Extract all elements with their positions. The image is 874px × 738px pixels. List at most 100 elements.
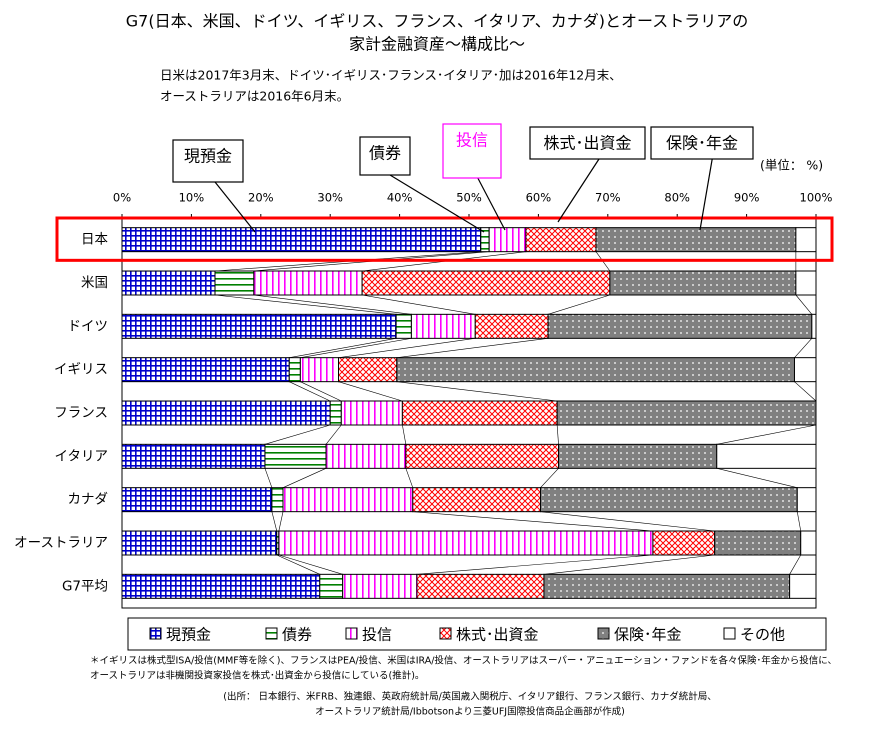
bar-segment bbox=[800, 530, 817, 556]
x-tick-label: 90% bbox=[734, 191, 760, 205]
bar-segment bbox=[595, 227, 797, 253]
bar-segment bbox=[342, 573, 418, 599]
legend-label: 債券 bbox=[282, 626, 312, 644]
bar-segment bbox=[121, 357, 290, 383]
source: オーストラリア統計局/Ibbotsonより三菱UFJ国際投信商品企画部が作成) bbox=[315, 706, 625, 718]
x-tick-label: 60% bbox=[526, 191, 552, 205]
bar-segment bbox=[795, 270, 817, 296]
x-tick-label: 50% bbox=[456, 191, 482, 205]
footnote: ＊イギリスは株式型ISA/投信(MMF等を除く)、フランスはPEA/投信、米国は… bbox=[90, 655, 837, 667]
callout-label: 保険･年金 bbox=[666, 134, 738, 153]
highlight-box bbox=[55, 216, 834, 262]
connector bbox=[362, 294, 476, 315]
subtitle: 日米は2017年3月末、ドイツ･イギリス･フランス･イタリア･加は2016年12… bbox=[160, 68, 622, 83]
chart-title: G7(日本、米国、ドイツ、イギリス、フランス、イタリア、カナダ)とオーストラリア… bbox=[126, 12, 748, 31]
legend-swatch bbox=[439, 627, 452, 640]
unit-label: (単位： %) bbox=[760, 158, 823, 173]
connector bbox=[278, 511, 284, 532]
connector bbox=[276, 554, 320, 575]
y-tick-label: 米国 bbox=[81, 275, 108, 291]
y-tick-label: イタリア bbox=[55, 448, 108, 464]
bar-segment bbox=[412, 487, 541, 513]
connector bbox=[338, 338, 476, 358]
bar-segment bbox=[543, 573, 791, 599]
x-tick-label: 0% bbox=[113, 191, 131, 205]
connector bbox=[282, 468, 327, 488]
bar-segment bbox=[325, 443, 407, 469]
bar-segment bbox=[338, 357, 398, 383]
connector bbox=[540, 468, 559, 488]
connector bbox=[289, 381, 331, 402]
x-tick-label: 80% bbox=[664, 191, 690, 205]
bar-segment bbox=[401, 400, 558, 426]
connector bbox=[396, 338, 549, 358]
bar-segment bbox=[299, 357, 340, 383]
connector bbox=[795, 294, 813, 315]
connector bbox=[794, 338, 813, 358]
source: (出所： 日本銀行、米FRB、独連銀、英政府統計局/英国歳入関税庁、イタリア銀行… bbox=[223, 691, 716, 703]
bar-segment bbox=[264, 443, 327, 469]
y-tick-label: ドイツ bbox=[68, 318, 109, 334]
callout-label: 株式･出資金 bbox=[543, 134, 631, 153]
connector bbox=[300, 338, 412, 358]
connector bbox=[556, 424, 559, 445]
callout-arrow bbox=[477, 177, 506, 231]
connector bbox=[716, 468, 798, 488]
bar-segment bbox=[396, 357, 795, 383]
x-tick-label: 30% bbox=[317, 191, 343, 205]
bar-segment bbox=[319, 573, 344, 599]
x-tick-label: 40% bbox=[387, 191, 413, 205]
connector bbox=[794, 381, 817, 402]
bar-segment bbox=[793, 357, 817, 383]
x-tick-label: 20% bbox=[248, 191, 274, 205]
bar-segment bbox=[558, 443, 718, 469]
callout-box bbox=[359, 136, 411, 176]
bar-segment bbox=[121, 270, 216, 296]
subtitle: オーストラリアは2016年6月末。 bbox=[160, 89, 349, 104]
bar-segment bbox=[609, 270, 797, 296]
callout-label: 債券 bbox=[369, 144, 401, 163]
bar-segment bbox=[811, 313, 817, 339]
bar-segment bbox=[652, 530, 716, 556]
y-tick-label: フランス bbox=[54, 405, 108, 421]
connector bbox=[540, 511, 715, 532]
connector bbox=[253, 294, 412, 315]
connector bbox=[543, 554, 715, 575]
callout-box bbox=[650, 126, 754, 160]
connector bbox=[716, 424, 817, 445]
connector bbox=[796, 511, 802, 532]
bar-segment bbox=[556, 400, 817, 426]
legend-swatch bbox=[265, 627, 278, 640]
connector bbox=[416, 554, 653, 575]
connector bbox=[271, 511, 278, 532]
callout-arrow bbox=[389, 174, 485, 233]
y-tick-label: カナダ bbox=[68, 492, 109, 508]
bar-segment bbox=[410, 313, 476, 339]
callout-box bbox=[172, 139, 244, 183]
bar-segment bbox=[405, 443, 560, 469]
bar-segment bbox=[278, 530, 654, 556]
x-tick-label: 70% bbox=[595, 191, 621, 205]
legend-swatch bbox=[149, 627, 162, 640]
connector bbox=[300, 381, 342, 402]
bar-segment bbox=[329, 400, 342, 426]
legend-label: 保険･年金 bbox=[614, 626, 682, 644]
bar-segment bbox=[253, 270, 363, 296]
bar-segment bbox=[121, 313, 397, 339]
connector bbox=[338, 381, 403, 402]
bar-segment bbox=[789, 573, 817, 599]
bar-segment bbox=[214, 270, 255, 296]
connector bbox=[214, 294, 397, 315]
callout-box bbox=[442, 123, 502, 179]
connector bbox=[402, 424, 407, 445]
y-tick-label: オーストラリア bbox=[14, 535, 108, 551]
bar-segment bbox=[121, 573, 321, 599]
bar-segment bbox=[121, 227, 482, 253]
footnote: オーストラリアは非機関投資家投信を株式･出資金から投信にしている(推計)。 bbox=[90, 670, 424, 682]
connector bbox=[325, 424, 342, 445]
connector bbox=[405, 468, 414, 488]
callout-label: 投信 bbox=[456, 131, 488, 150]
bar-segment bbox=[288, 357, 301, 383]
bar-segment bbox=[539, 487, 798, 513]
